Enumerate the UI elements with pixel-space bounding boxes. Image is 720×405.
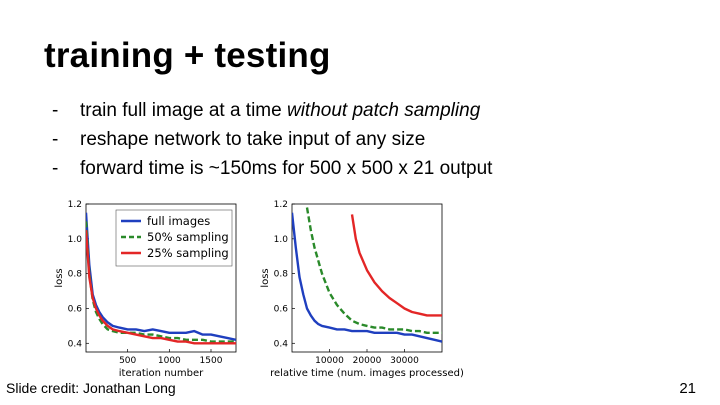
- y-tick-label: 0.4: [274, 339, 289, 349]
- bullet-text-plain: train full image at a time: [80, 99, 287, 121]
- y-tick-label: 0.8: [274, 270, 289, 280]
- series-line: [86, 221, 236, 343]
- bullet-item: - reshape network to take input of any s…: [52, 125, 492, 154]
- x-tick-label: 30000: [390, 356, 419, 366]
- x-tick-label: 20000: [353, 356, 382, 366]
- x-tick-label: 1500: [200, 356, 223, 366]
- bullet-dash: -: [52, 99, 59, 121]
- legend-label: 25% sampling: [147, 246, 229, 260]
- y-tick-label: 0.6: [68, 304, 83, 314]
- y-axis-label: loss: [260, 268, 271, 287]
- x-tick-label: 1000: [158, 356, 181, 366]
- y-tick-label: 0.8: [68, 270, 83, 280]
- bullet-list: - train full image at a time without pat…: [52, 96, 492, 183]
- x-axis-label: relative time (num. images processed): [270, 368, 464, 379]
- series-group: [292, 207, 442, 343]
- loss-vs-relative-time-chart: 0.4 0.6 0.8 1.0 1.2 10000 20000 30000 loss relati…: [258, 196, 464, 386]
- chart-svg: 0.4 0.6 0.8 1.0 1.2 500 1000 1500 loss iteration …: [54, 200, 237, 379]
- series-line: [292, 212, 442, 343]
- legend-box: [115, 209, 233, 267]
- plot-frame: [291, 203, 443, 353]
- y-tick-label: 0.6: [274, 304, 289, 314]
- slide-title: training + testing: [44, 36, 331, 75]
- x-axis-label: iteration number: [119, 368, 204, 379]
- bullet-item: - train full image at a time without pat…: [52, 96, 492, 125]
- y-tick-label: 1.2: [68, 200, 82, 210]
- bullet-text: train full image at a time without patch…: [80, 100, 480, 122]
- y-tick-label: 1.0: [68, 235, 83, 245]
- legend-label: 50% sampling: [147, 230, 229, 244]
- y-axis-label: loss: [54, 268, 65, 287]
- y-tick-label: 0.4: [68, 339, 83, 349]
- slide-credit: Slide credit: Jonathan Long: [6, 380, 176, 396]
- bullet-dash: -: [52, 157, 59, 179]
- series-group: [86, 212, 236, 345]
- bullet-item: - forward time is ~150ms for 500 x 500 x…: [52, 154, 492, 183]
- series-line: [350, 214, 442, 317]
- x-tick-label: 10000: [315, 356, 344, 366]
- series-line: [305, 207, 442, 334]
- y-tick-label: 1.2: [274, 200, 288, 210]
- series-line: [86, 230, 236, 345]
- y-tick-label: 1.0: [274, 235, 289, 245]
- legend-label: full images: [147, 214, 210, 228]
- bullet-text-emphasis: without patch sampling: [286, 99, 481, 121]
- chart-svg: 0.4 0.6 0.8 1.0 1.2 10000 20000 30000 loss relati…: [260, 200, 464, 379]
- page-number: 21: [679, 380, 696, 397]
- bullet-text: forward time is ~150ms for 500 x 500 x 2…: [80, 157, 493, 179]
- bullet-dash: -: [52, 128, 59, 150]
- bullet-text: reshape network to take input of any siz…: [80, 128, 426, 150]
- x-tick-label: 500: [119, 356, 136, 366]
- series-line: [86, 212, 236, 341]
- loss-vs-iteration-chart: 0.4 0.6 0.8 1.0 1.2 500 1000 1500 loss iteration …: [52, 196, 252, 386]
